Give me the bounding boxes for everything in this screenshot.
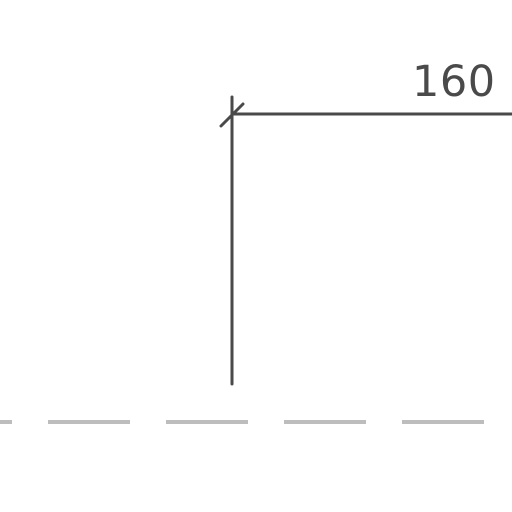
dimension-tick-mark — [219, 102, 245, 128]
dimension-value-label: 160 — [412, 57, 496, 107]
